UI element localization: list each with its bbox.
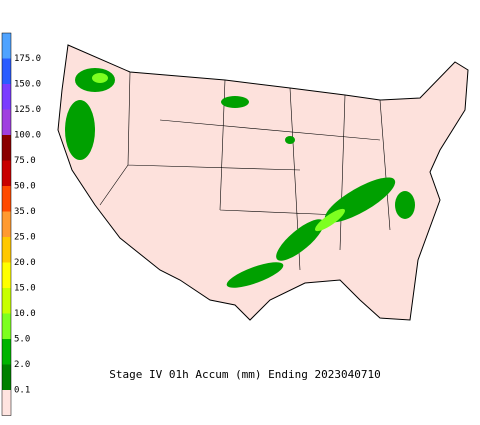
legend-swatch bbox=[2, 390, 11, 416]
map-title: Stage IV 01h Accum (mm) Ending 202304071… bbox=[109, 368, 381, 381]
legend-swatch bbox=[2, 364, 11, 390]
legend-label: 15.0 bbox=[14, 284, 36, 294]
legend-swatch bbox=[2, 262, 11, 288]
legend-label: 10.0 bbox=[14, 309, 36, 319]
legend-label: 25.0 bbox=[14, 233, 36, 243]
legend-label: 35.0 bbox=[14, 207, 36, 217]
legend-swatch bbox=[2, 313, 11, 339]
legend-label: 75.0 bbox=[14, 156, 36, 166]
legend-frame bbox=[1, 32, 12, 416]
legend-label: 20.0 bbox=[14, 258, 36, 268]
legend-swatch bbox=[2, 58, 11, 84]
legend-label: 100.0 bbox=[14, 131, 41, 141]
map bbox=[57, 44, 469, 321]
legend-swatch bbox=[2, 339, 11, 365]
legend-label: 150.0 bbox=[14, 80, 41, 90]
legend-label: 5.0 bbox=[14, 335, 30, 345]
legend-label: 125.0 bbox=[14, 105, 41, 115]
legend-label: 50.0 bbox=[14, 182, 36, 192]
state-borders bbox=[99, 71, 391, 271]
legend-swatch bbox=[2, 237, 11, 263]
legend-label: 0.1 bbox=[14, 386, 30, 396]
legend-swatch bbox=[2, 160, 11, 186]
legend-label: 2.0 bbox=[14, 360, 30, 370]
legend-swatch bbox=[2, 33, 11, 59]
legend: 175.0 150.0 125.0 100.0 75.0 50.0 35.0 25.0 20.0… bbox=[1, 32, 41, 416]
legend-label: 175.0 bbox=[14, 54, 41, 64]
legend-swatch bbox=[2, 186, 11, 212]
legend-swatch bbox=[2, 109, 11, 135]
legend-swatch bbox=[2, 84, 11, 110]
legend-swatch bbox=[2, 211, 11, 237]
legend-swatch bbox=[2, 135, 11, 161]
precip-areas bbox=[65, 68, 415, 288]
legend-swatch bbox=[2, 288, 11, 314]
precip-light bbox=[92, 73, 346, 232]
